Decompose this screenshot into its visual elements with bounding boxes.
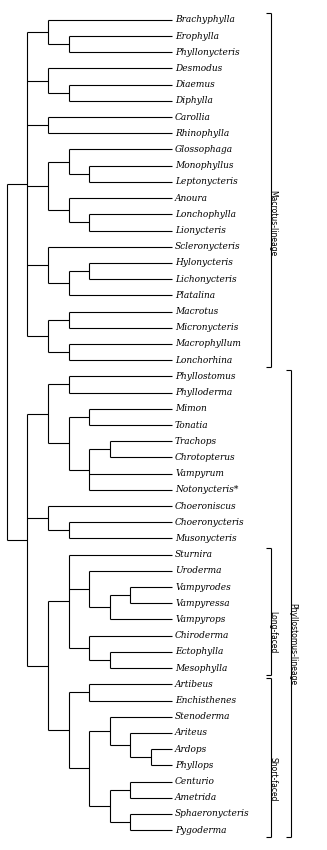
Text: Trachops: Trachops bbox=[175, 437, 217, 445]
Text: Macrotus-lineage: Macrotus-lineage bbox=[268, 190, 277, 256]
Text: Ardops: Ardops bbox=[175, 745, 207, 754]
Text: Diphylla: Diphylla bbox=[175, 96, 213, 105]
Text: Lonchophylla: Lonchophylla bbox=[175, 210, 236, 218]
Text: Vampyrum: Vampyrum bbox=[175, 469, 224, 478]
Text: Mimon: Mimon bbox=[175, 405, 207, 413]
Text: Ametrida: Ametrida bbox=[175, 793, 217, 802]
Text: Rhinophylla: Rhinophylla bbox=[175, 129, 229, 138]
Text: Brachyphylla: Brachyphylla bbox=[175, 15, 235, 25]
Text: Monophyllus: Monophyllus bbox=[175, 162, 233, 170]
Text: Sturnira: Sturnira bbox=[175, 550, 213, 559]
Text: Chiroderma: Chiroderma bbox=[175, 632, 230, 640]
Text: Long-faced: Long-faced bbox=[268, 611, 277, 654]
Text: Scleronycteris: Scleronycteris bbox=[175, 242, 241, 252]
Text: Vampyrops: Vampyrops bbox=[175, 615, 225, 624]
Text: Phylloderma: Phylloderma bbox=[175, 388, 232, 397]
Text: Tonatia: Tonatia bbox=[175, 421, 209, 429]
Text: Hylonycteris: Hylonycteris bbox=[175, 258, 233, 268]
Text: Phyllostomus-lineage: Phyllostomus-lineage bbox=[288, 604, 297, 685]
Text: Glossophaga: Glossophaga bbox=[175, 145, 233, 154]
Text: Chrotopterus: Chrotopterus bbox=[175, 453, 236, 462]
Text: Sphaeronycteris: Sphaeronycteris bbox=[175, 809, 250, 819]
Text: Centurio: Centurio bbox=[175, 777, 215, 786]
Text: Lonchorhina: Lonchorhina bbox=[175, 355, 232, 365]
Text: Mesophylla: Mesophylla bbox=[175, 664, 228, 672]
Text: Pygoderma: Pygoderma bbox=[175, 825, 227, 835]
Text: Leptonycteris: Leptonycteris bbox=[175, 178, 238, 186]
Text: Choeronycteris: Choeronycteris bbox=[175, 518, 245, 527]
Text: Anoura: Anoura bbox=[175, 194, 208, 202]
Text: Lichonycteris: Lichonycteris bbox=[175, 275, 237, 284]
Text: Stenoderma: Stenoderma bbox=[175, 712, 231, 721]
Text: Lionycteris: Lionycteris bbox=[175, 226, 226, 235]
Text: Phyllostomus: Phyllostomus bbox=[175, 372, 235, 381]
Text: Short-faced: Short-faced bbox=[268, 757, 277, 802]
Text: Enchisthenes: Enchisthenes bbox=[175, 696, 236, 705]
Text: Choeroniscus: Choeroniscus bbox=[175, 502, 237, 511]
Text: Erophylla: Erophylla bbox=[175, 31, 219, 41]
Text: Artibeus: Artibeus bbox=[175, 680, 214, 688]
Text: Macrophyllum: Macrophyllum bbox=[175, 339, 241, 348]
Text: Phyllonycteris: Phyllonycteris bbox=[175, 48, 240, 57]
Text: Micronycteris: Micronycteris bbox=[175, 323, 238, 332]
Text: Vampyressa: Vampyressa bbox=[175, 598, 230, 608]
Text: Vampyrodes: Vampyrodes bbox=[175, 582, 231, 592]
Text: Uroderma: Uroderma bbox=[175, 566, 222, 575]
Text: Diaemus: Diaemus bbox=[175, 80, 215, 89]
Text: Phyllops: Phyllops bbox=[175, 761, 214, 770]
Text: Desmodus: Desmodus bbox=[175, 64, 222, 73]
Text: Carollia: Carollia bbox=[175, 112, 211, 122]
Text: Musonycteris: Musonycteris bbox=[175, 534, 237, 543]
Text: Platalina: Platalina bbox=[175, 291, 215, 300]
Text: Ariteus: Ariteus bbox=[175, 728, 208, 738]
Text: Notonycteris*: Notonycteris* bbox=[175, 485, 238, 495]
Text: Ectophylla: Ectophylla bbox=[175, 648, 223, 656]
Text: Macrotus: Macrotus bbox=[175, 307, 218, 316]
